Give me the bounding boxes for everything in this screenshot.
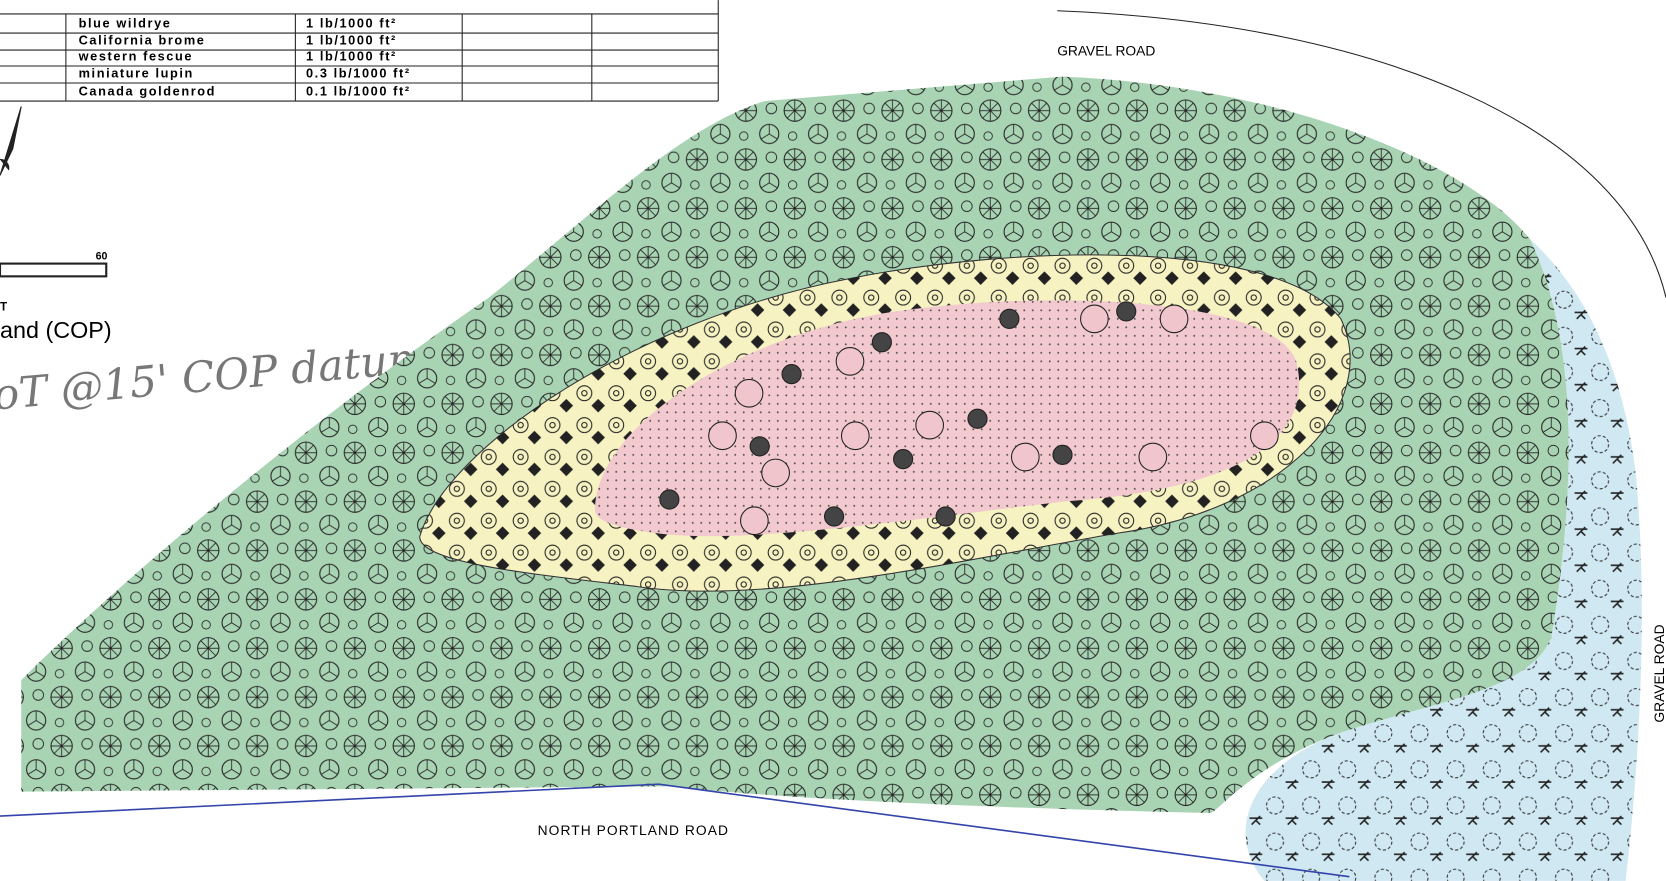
species: miniature lupin xyxy=(79,66,194,81)
road-edge xyxy=(0,783,1350,878)
species: California brome xyxy=(79,33,206,48)
north-arrow xyxy=(0,106,22,176)
species: blue wildrye xyxy=(79,16,172,31)
rate: 0.3 lb/1000 ft² xyxy=(306,66,411,81)
road-label: NORTH PORTLAND ROAD xyxy=(538,822,729,838)
blue-zone-plants xyxy=(1245,239,1642,881)
rate: 0.1 lb/1000 ft² xyxy=(306,84,411,99)
scale-label: 60 xyxy=(96,250,108,262)
gravel-road-edge xyxy=(1057,10,1666,298)
rate: 1 lb/1000 ft² xyxy=(306,16,397,31)
scale-unit: T xyxy=(0,300,7,313)
pink-shrubs xyxy=(708,304,1279,536)
road-label: GRAVEL ROAD xyxy=(1651,624,1666,722)
species: western fescue xyxy=(78,49,193,64)
seed-table: blue wildrye 1 lb/1000 ft² California br… xyxy=(0,0,719,102)
rate: 1 lb/1000 ft² xyxy=(306,33,397,48)
caption: and (COP) xyxy=(0,317,112,343)
scale-bar xyxy=(0,262,108,278)
rate: 1 lb/1000 ft² xyxy=(306,49,397,64)
dark-shrubs xyxy=(659,301,1137,527)
species: Canada goldenrod xyxy=(79,84,216,99)
table-grid xyxy=(0,0,719,102)
road-label: GRAVEL ROAD xyxy=(1057,42,1155,58)
